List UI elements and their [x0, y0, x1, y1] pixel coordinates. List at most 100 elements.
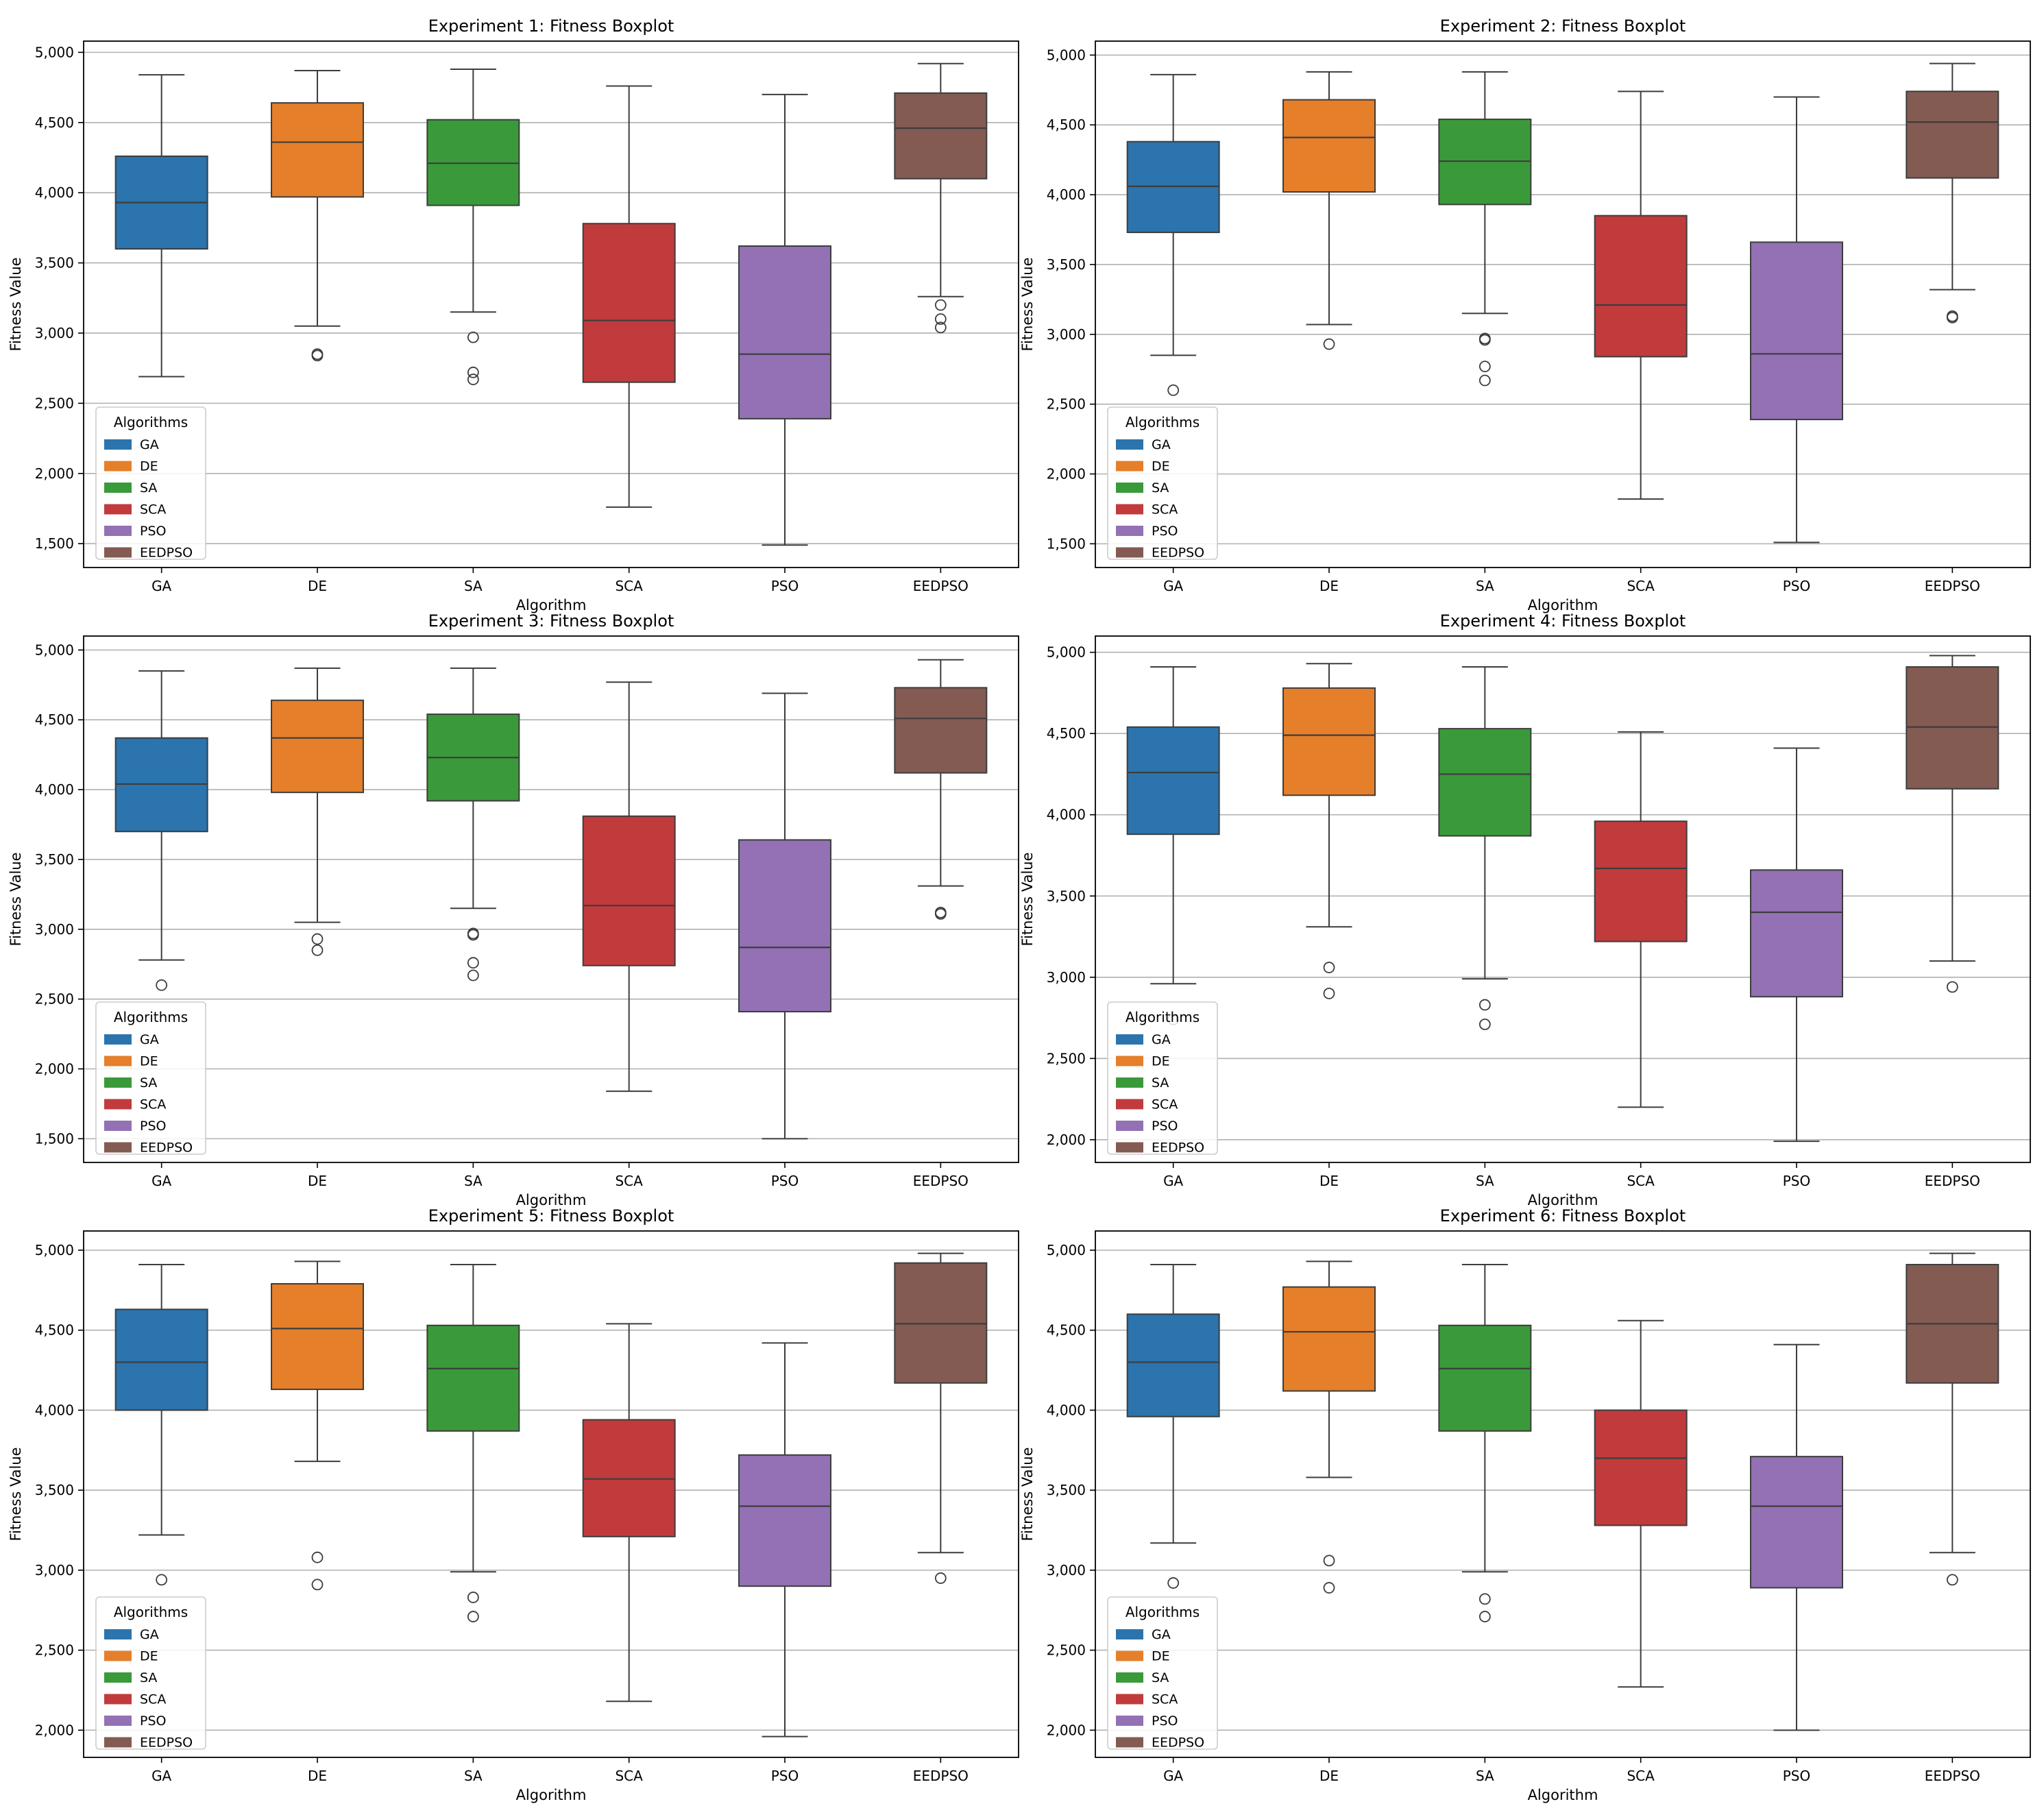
outlier-point [1323, 338, 1335, 350]
chart-panel-2: 1,500 2,000 2,500 3,000 3,500 4,000 4,500 5,000… [1019, 16, 2031, 613]
y-tick-label: 4,000 [35, 1402, 74, 1418]
outlier-point [934, 313, 947, 325]
outlier-point [1167, 1577, 1180, 1589]
outlier-point [934, 321, 947, 334]
box-iqr [1438, 1324, 1532, 1432]
outlier-point [1479, 374, 1491, 387]
box-eedpso [894, 659, 988, 920]
outlier-point [1479, 1593, 1491, 1605]
box-de [271, 667, 364, 956]
legend-swatch-ga [1116, 439, 1143, 450]
x-tick-label: SA [464, 578, 483, 594]
legend-label-sa: SA [140, 1670, 157, 1685]
legend-label-sa: SA [1152, 1075, 1169, 1090]
box-iqr [426, 1324, 520, 1432]
legend-swatch-ga [104, 439, 132, 450]
x-tick-label: GA [151, 1173, 171, 1189]
x-axis-label: Algorithm [1528, 1192, 1598, 1208]
x-tick-label: EEDPSO [913, 1768, 969, 1784]
y-tick-label: 5,000 [1047, 644, 1086, 661]
outlier-point [934, 1572, 947, 1584]
outlier-point [1167, 384, 1180, 396]
box-ga [114, 670, 208, 991]
x-tick-label: SA [1476, 1768, 1494, 1784]
legend-swatch-eedpso [1116, 1737, 1143, 1748]
legend-title: Algorithms [114, 1009, 188, 1025]
y-tick-label: 4,500 [35, 114, 74, 131]
legend-swatch-eedpso [104, 1142, 132, 1153]
box-pso [738, 1342, 831, 1737]
y-axis-label: Fitness Value [8, 1447, 24, 1541]
box-iqr [894, 92, 988, 180]
legend-label-eedpso: EEDPSO [140, 1141, 193, 1156]
box-eedpso [894, 62, 988, 334]
outlier-point [467, 957, 479, 969]
box-sa [426, 667, 520, 981]
legend-label-sca: SCA [1152, 1097, 1178, 1112]
box-iqr [1282, 99, 1376, 193]
y-tick-label: 4,000 [35, 781, 74, 798]
legend-swatch-ga [104, 1034, 132, 1045]
chart-title: Experiment 1: Fitness Boxplot [428, 16, 674, 36]
box-pso [738, 93, 831, 546]
outlier-point [1479, 1611, 1491, 1622]
legend-label-ga: GA [140, 437, 159, 452]
legend-label-de: DE [140, 459, 158, 474]
y-tick-label: 2,000 [35, 1061, 74, 1077]
legend-label-sa: SA [1152, 1670, 1169, 1685]
box-pso [738, 692, 831, 1140]
plot-area [1095, 41, 2030, 568]
box-iqr [1750, 869, 1843, 998]
box-de [1282, 663, 1376, 999]
box-iqr [1282, 687, 1376, 796]
y-axis-label: Fitness Value [8, 257, 24, 351]
box-iqr [1594, 1409, 1688, 1526]
legend-label-eedpso: EEDPSO [140, 546, 193, 561]
y-tick-label: 4,000 [35, 184, 74, 201]
box-eedpso [1906, 62, 1999, 324]
legend-swatch-ga [1116, 1629, 1143, 1639]
legend-label-sa: SA [1152, 480, 1169, 496]
legend-swatch-eedpso [104, 1737, 132, 1748]
legend-label-pso: PSO [140, 1714, 166, 1729]
legend-label-de: DE [140, 1649, 158, 1664]
outlier-point [467, 1611, 479, 1622]
y-tick-label: 1,500 [35, 535, 74, 552]
x-tick-label: DE [1319, 578, 1339, 594]
legend-label-ga: GA [1152, 1032, 1171, 1047]
x-tick-label: GA [151, 1768, 171, 1784]
legend-title: Algorithms [1126, 1604, 1200, 1620]
x-tick-label: DE [1319, 1768, 1339, 1784]
legend-label-pso: PSO [1152, 1714, 1178, 1729]
plot-frame [83, 1230, 1019, 1758]
box-de [271, 1260, 364, 1591]
legend-label-ga: GA [1152, 437, 1171, 452]
outlier-point [1323, 1554, 1335, 1567]
x-axis-label: Algorithm [516, 597, 587, 613]
x-tick-label: EEDPSO [1925, 1173, 1980, 1189]
x-tick-label: SA [464, 1768, 483, 1784]
box-iqr [582, 223, 676, 383]
plot-frame [1095, 635, 2031, 1163]
y-tick-label: 2,500 [1047, 1642, 1086, 1659]
x-tick-label: SCA [615, 578, 643, 594]
legend-swatch-sa [1116, 1077, 1143, 1088]
outlier-point [311, 348, 324, 361]
outlier-point [467, 969, 479, 981]
x-tick-label: GA [151, 578, 171, 594]
outlier-point [467, 366, 479, 378]
legend-label-sca: SCA [140, 1692, 166, 1707]
x-axis-label: Algorithm [1528, 1787, 1598, 1803]
y-tick-label: 1,500 [35, 1130, 74, 1147]
box-eedpso [1906, 1252, 1999, 1586]
legend-swatch-sca [104, 504, 132, 515]
chart-title: Experiment 4: Fitness Boxplot [1440, 611, 1686, 631]
plot-area [84, 41, 1019, 568]
box-iqr [271, 1283, 364, 1391]
legend-swatch-de [104, 461, 132, 472]
x-tick-label: PSO [1783, 578, 1811, 594]
legend-label-sca: SCA [1152, 502, 1178, 517]
legend-swatch-eedpso [1116, 1142, 1143, 1153]
y-tick-label: 5,000 [1047, 47, 1086, 63]
plot-frame [83, 635, 1019, 1163]
